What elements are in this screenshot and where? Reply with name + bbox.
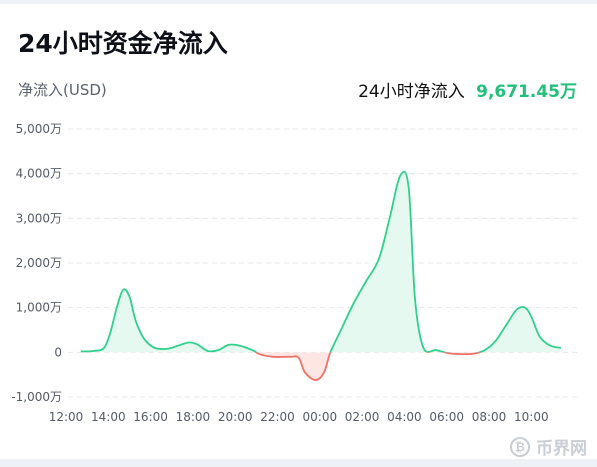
data-point bbox=[298, 357, 300, 359]
y-tick-label: 1,000万 bbox=[16, 301, 62, 315]
data-point bbox=[378, 258, 380, 260]
data-point bbox=[135, 320, 137, 322]
data-point bbox=[494, 340, 496, 342]
data-point bbox=[505, 325, 507, 327]
data-point bbox=[116, 307, 118, 309]
data-point bbox=[143, 338, 145, 340]
data-point bbox=[315, 379, 317, 381]
watermark-text: 币界网 bbox=[536, 439, 587, 459]
data-point bbox=[539, 336, 541, 338]
data-point bbox=[408, 186, 410, 188]
data-point bbox=[448, 352, 450, 354]
data-point bbox=[128, 296, 130, 298]
data-point bbox=[422, 347, 424, 349]
data-point bbox=[560, 347, 562, 349]
data-point bbox=[340, 329, 342, 331]
data-point bbox=[399, 175, 401, 177]
data-point bbox=[272, 356, 274, 358]
summary-value: 9,671.45万 bbox=[476, 82, 577, 102]
data-point bbox=[435, 349, 437, 351]
x-tick-label: 20:00 bbox=[218, 410, 253, 424]
data-point bbox=[228, 344, 230, 346]
summary-label: 24小时净流入 bbox=[358, 82, 465, 102]
data-point bbox=[515, 309, 517, 311]
y-tick-label: 3,000万 bbox=[16, 211, 62, 225]
data-point bbox=[414, 298, 416, 300]
data-point bbox=[329, 351, 331, 353]
data-point bbox=[304, 371, 306, 373]
data-point bbox=[238, 345, 240, 347]
data-point bbox=[260, 354, 262, 356]
x-tick-label: 14:00 bbox=[91, 410, 126, 424]
data-point bbox=[217, 349, 219, 351]
page-title: 24小时资金净流入 bbox=[18, 29, 228, 58]
data-point bbox=[122, 289, 124, 291]
y-tick-label: 2,000万 bbox=[16, 256, 62, 270]
positive-area bbox=[80, 171, 561, 353]
data-point bbox=[109, 331, 111, 333]
net-flow-summary: 24小时净流入 9,671.45万 bbox=[358, 77, 577, 102]
x-tick-label: 10:00 bbox=[514, 410, 549, 424]
data-point bbox=[530, 316, 532, 318]
x-tick-label: 12:00 bbox=[49, 410, 84, 424]
data-point bbox=[365, 280, 367, 282]
data-point bbox=[549, 345, 551, 347]
data-point bbox=[251, 349, 253, 351]
data-point bbox=[463, 353, 465, 355]
x-tick-label: 22:00 bbox=[260, 410, 295, 424]
y-tick-label: 5,000万 bbox=[16, 122, 62, 136]
chart-card bbox=[0, 4, 597, 459]
x-tick-label: 06:00 bbox=[429, 410, 464, 424]
watermark: ₿ 币界网 bbox=[510, 434, 587, 459]
data-point bbox=[524, 307, 526, 309]
data-point bbox=[154, 347, 156, 349]
y-tick-label: -1,000万 bbox=[11, 390, 62, 404]
data-point bbox=[196, 343, 198, 345]
data-point bbox=[92, 350, 94, 352]
x-tick-label: 08:00 bbox=[472, 410, 507, 424]
x-tick-label: 00:00 bbox=[303, 410, 338, 424]
data-point bbox=[188, 342, 190, 344]
x-tick-label: 04:00 bbox=[387, 410, 422, 424]
negative-area bbox=[256, 352, 480, 381]
data-point bbox=[177, 345, 179, 347]
data-point bbox=[289, 356, 291, 358]
x-tick-label: 16:00 bbox=[133, 410, 168, 424]
net-flow-line-negative bbox=[80, 352, 483, 381]
net-flow-line-positive bbox=[80, 170, 562, 353]
data-point bbox=[353, 302, 355, 304]
data-point bbox=[473, 353, 475, 355]
y-tick-label: 4,000万 bbox=[16, 167, 62, 181]
x-tick-label: 18:00 bbox=[176, 410, 211, 424]
data-point bbox=[484, 349, 486, 351]
unit-label: 净流入(USD) bbox=[18, 81, 107, 99]
data-point bbox=[323, 371, 325, 373]
data-point bbox=[167, 348, 169, 350]
bitcoin-coin-icon: ₿ bbox=[510, 436, 530, 457]
data-point bbox=[389, 217, 391, 219]
data-point bbox=[80, 350, 82, 352]
data-point bbox=[207, 350, 209, 352]
y-tick-label: 0 bbox=[54, 345, 62, 359]
data-point bbox=[103, 347, 105, 349]
x-tick-label: 02:00 bbox=[345, 410, 380, 424]
